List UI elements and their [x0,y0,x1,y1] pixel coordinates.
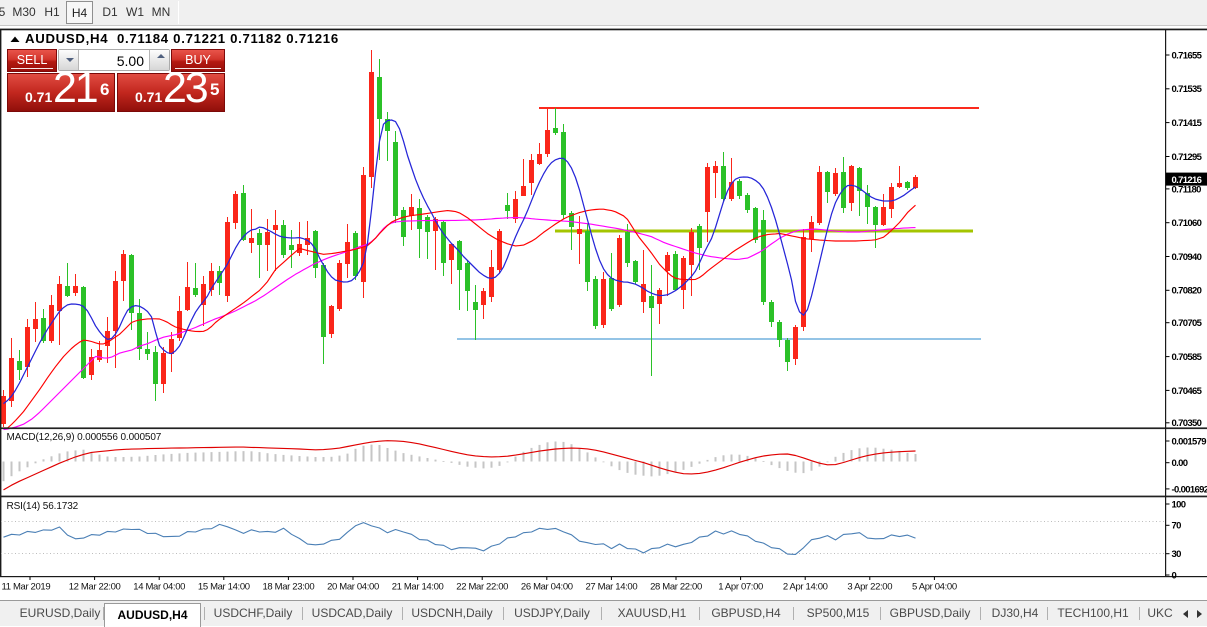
svg-text:0.70940: 0.70940 [1172,252,1202,263]
svg-text:0.71415: 0.71415 [1172,118,1203,129]
svg-text:20 Mar 04:00: 20 Mar 04:00 [327,582,379,593]
svg-text:AUDUSD,H4 0.71184 0.71221 0.7: AUDUSD,H4 0.71184 0.71221 0.71182 0.7121… [25,31,339,46]
svg-text:5 Apr 04:00: 5 Apr 04:00 [912,582,957,593]
svg-text:30: 30 [1172,549,1182,560]
svg-text:0.71060: 0.71060 [1172,218,1202,229]
svg-text:100: 100 [1172,499,1186,510]
svg-text:0.71180: 0.71180 [1172,184,1202,195]
svg-text:26 Mar 04:00: 26 Mar 04:00 [521,582,573,593]
svg-text:0.70465: 0.70465 [1172,386,1203,397]
svg-text:22 Mar 22:00: 22 Mar 22:00 [456,582,508,593]
svg-text:0.71295: 0.71295 [1172,152,1203,163]
svg-text:21 Mar 14:00: 21 Mar 14:00 [392,582,444,593]
svg-text:0.00: 0.00 [1172,458,1188,469]
svg-text:28 Mar 22:00: 28 Mar 22:00 [650,582,702,593]
svg-text:0.70350: 0.70350 [1172,418,1202,429]
svg-text:12 Mar 22:00: 12 Mar 22:00 [69,582,121,593]
svg-text:0.70820: 0.70820 [1172,286,1202,297]
svg-text:15 Mar 14:00: 15 Mar 14:00 [198,582,250,593]
svg-text:70: 70 [1172,521,1182,532]
svg-text:0.71535: 0.71535 [1172,84,1203,95]
svg-text:0: 0 [1172,570,1177,581]
svg-text:1 Apr 07:00: 1 Apr 07:00 [718,582,763,593]
svg-text:MACD(12,26,9) 0.000556 0.00050: MACD(12,26,9) 0.000556 0.000507 [7,432,162,443]
svg-text:0.70585: 0.70585 [1172,352,1203,363]
svg-text:0.71655: 0.71655 [1172,50,1203,61]
svg-text:0.001579: 0.001579 [1172,436,1207,447]
svg-text:RSI(14) 56.1732: RSI(14) 56.1732 [7,501,79,512]
svg-text:14 Mar 04:00: 14 Mar 04:00 [133,582,185,593]
svg-text:18 Mar 23:00: 18 Mar 23:00 [263,582,315,593]
svg-text:27 Mar 14:00: 27 Mar 14:00 [586,582,638,593]
svg-text:11 Mar 2019: 11 Mar 2019 [2,582,51,593]
svg-text:0.70705: 0.70705 [1172,318,1203,329]
svg-text:2 Apr 14:00: 2 Apr 14:00 [783,582,828,593]
svg-text:-0.001692: -0.001692 [1172,484,1207,495]
svg-text:3 Apr 22:00: 3 Apr 22:00 [847,582,892,593]
svg-text:0.71216: 0.71216 [1172,175,1202,186]
